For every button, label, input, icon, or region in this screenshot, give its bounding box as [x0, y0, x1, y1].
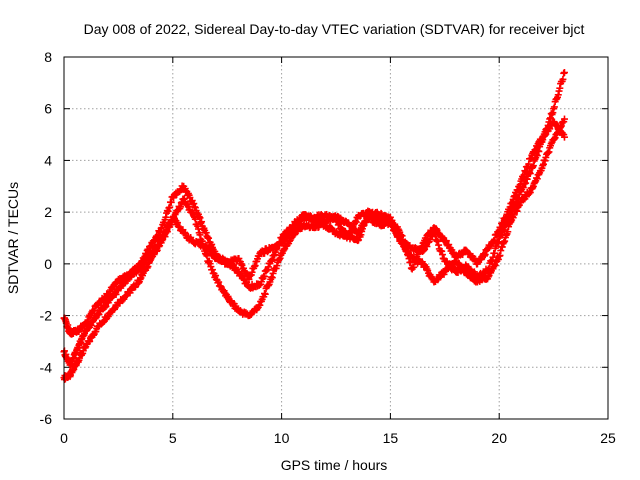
y-tick-label: 4 [44, 152, 52, 168]
x-tick-label: 10 [274, 430, 290, 446]
x-tick-label: 0 [60, 430, 68, 446]
data-point [560, 69, 568, 77]
plot-frame [63, 56, 609, 420]
x-axis-title: GPS time / hours [281, 457, 388, 473]
chart-title: Day 008 of 2022, Sidereal Day-to-day VTE… [84, 21, 585, 37]
y-tick-label: -2 [40, 308, 53, 324]
x-tick-label: 25 [600, 430, 616, 446]
y-tick-label: 0 [44, 256, 52, 272]
y-axis-tick-labels: -6 -4 -2 0 2 4 6 8 [40, 49, 53, 427]
data-marker [559, 75, 567, 83]
data-point [560, 133, 568, 141]
data-series [60, 69, 568, 384]
x-axis-tick-labels: 0 5 10 15 20 25 [60, 430, 616, 446]
x-tick-label: 5 [169, 430, 177, 446]
x-tick-label: 15 [383, 430, 399, 446]
y-tick-label: 8 [44, 49, 52, 65]
y-tick-label: 6 [44, 101, 52, 117]
y-tick-label: -4 [40, 359, 53, 375]
series-track-3 [60, 118, 568, 338]
y-tick-label: -6 [40, 411, 53, 427]
data-point [560, 115, 568, 123]
y-tick-label: 2 [44, 204, 52, 220]
x-tick-label: 20 [491, 430, 507, 446]
y-axis-title: SDTVAR / TECUs [5, 182, 21, 294]
